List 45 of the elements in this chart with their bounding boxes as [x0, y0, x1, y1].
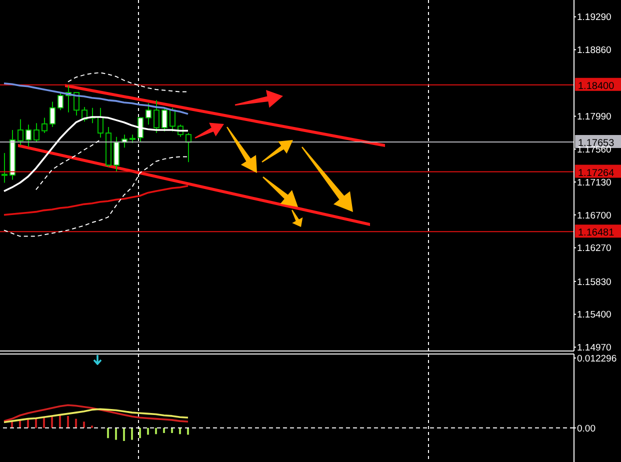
bar [163, 428, 165, 434]
bar [155, 428, 157, 434]
y-tick-label: 1.15830 [577, 276, 612, 288]
candlestick [50, 101, 56, 128]
bar [147, 428, 149, 435]
line-series [36, 139, 100, 190]
bar [75, 418, 77, 428]
candlestick [58, 92, 64, 111]
candlestick [146, 102, 152, 126]
ref-line-label: 1.16481 [578, 228, 615, 239]
bar [59, 414, 61, 428]
bar [83, 422, 85, 428]
y-tick-label: 1.18860 [577, 45, 612, 56]
y-tick-label: 1.16270 [577, 243, 612, 254]
bar [123, 428, 125, 441]
line-series [4, 156, 188, 237]
bar [107, 428, 109, 438]
candlestick [74, 92, 80, 116]
y-tick-label: 1.19290 [577, 12, 612, 24]
bar [131, 428, 133, 440]
candlestick [26, 124, 32, 148]
bar [115, 428, 117, 440]
y-tick-label: 1.17990 [577, 112, 612, 123]
y-tick-label: 1.15400 [577, 310, 612, 321]
ref-line-label: 1.17264 [578, 168, 615, 179]
y-tick-label: 1.16700 [577, 210, 612, 222]
y-tick-label: 1.14970 [577, 342, 612, 354]
bar [139, 428, 141, 438]
ref-line-label: 1.18400 [578, 80, 615, 92]
candlestick [98, 107, 104, 138]
line-series [3, 404, 189, 423]
bar [67, 416, 69, 428]
y-tick-label: 1.17130 [577, 177, 612, 188]
line-series [3, 184, 189, 216]
candlestick [154, 100, 160, 134]
candlestick [18, 118, 24, 146]
candlestick [114, 136, 120, 173]
candlestick [170, 107, 176, 132]
y-tick-label: 0.00 [577, 423, 596, 434]
bar [43, 417, 45, 428]
line-series [68, 72, 188, 92]
y-tick-label: 0.012296 [577, 353, 617, 364]
candlestick [34, 122, 40, 143]
candlestick [42, 117, 48, 134]
line-series [3, 408, 189, 424]
